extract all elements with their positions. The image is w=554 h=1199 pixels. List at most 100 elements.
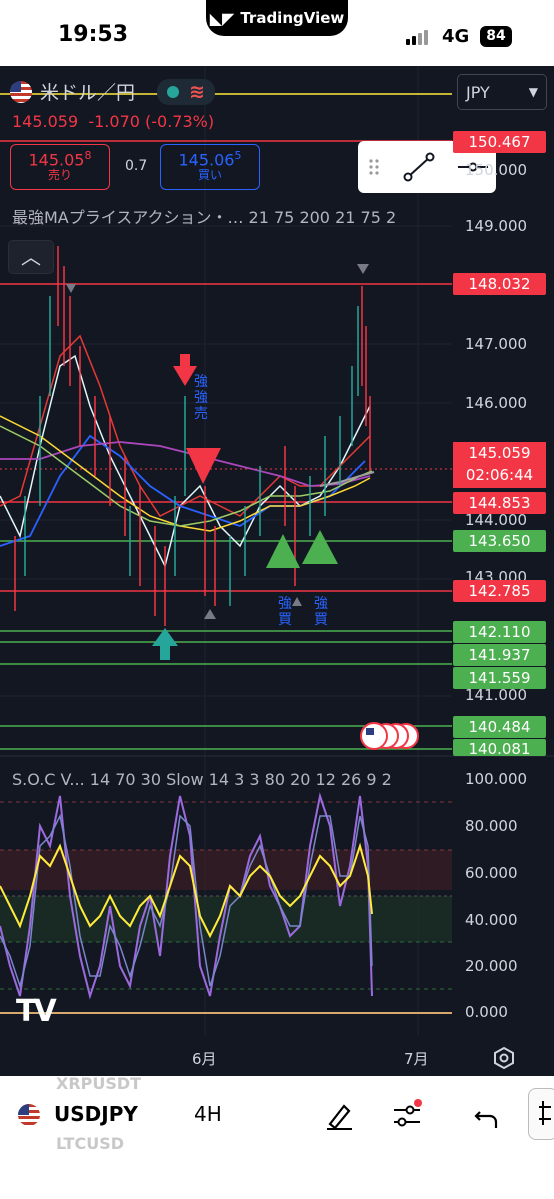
event-flags[interactable] <box>360 722 419 750</box>
annot-char: 買 <box>278 612 292 628</box>
bottom-toolbar: XRPUSDT LTCUSD USDJPY 4H <box>0 1074 554 1199</box>
us-flag-icon <box>18 1104 40 1126</box>
osc-axis-tick: 60.000 <box>465 864 518 882</box>
x-axis-july: 7月 <box>404 1050 429 1068</box>
chevron-down-icon: ▼ <box>528 85 538 99</box>
axis-tick: 141.000 <box>465 686 528 704</box>
osc-axis-tick: 100.000 <box>465 770 528 788</box>
buy-signal-marker-1 <box>266 534 300 568</box>
sell-label: 売り <box>47 167 72 182</box>
status-bar: 19:53 ◣◤ TradingView 4G 84 <box>0 0 554 66</box>
indicator-legend-ma[interactable]: 最強MAプライスアクション・… 21 75 200 21 75 2 <box>12 208 397 227</box>
buy-price-sup: 5 <box>234 149 242 162</box>
market-status-pill[interactable]: ≋ <box>157 78 215 105</box>
symbol-selector[interactable]: USDJPY <box>54 1102 138 1126</box>
sell-signal-marker <box>186 448 221 484</box>
last-price-text: 145.059 <box>12 112 79 131</box>
axis-tick: 150.000 <box>465 161 528 179</box>
last-price-value: 145.059 <box>468 444 531 462</box>
price-label-150467: 150.467 <box>453 131 546 153</box>
annot-char: 売 <box>194 406 208 422</box>
price-label-142110: 142.110 <box>453 621 546 643</box>
ma-green <box>0 425 373 527</box>
chart-settings-icon[interactable] <box>492 1046 516 1070</box>
price-label-148032: 148.032 <box>453 273 546 295</box>
horizontal-line-icon[interactable] <box>458 162 488 172</box>
price-label-144853: 144.853 <box>453 492 546 514</box>
trend-line-icon[interactable] <box>403 152 435 182</box>
ma-grey <box>319 471 375 487</box>
axis-tick: 149.000 <box>465 217 528 235</box>
sell-button[interactable]: 145.058 売り <box>10 144 110 190</box>
chart-canvas[interactable] <box>0 66 554 1076</box>
axis-tick: 147.000 <box>465 335 528 353</box>
battery-level: 84 <box>480 26 512 47</box>
currency-selector[interactable]: JPY ▼ <box>457 74 547 110</box>
dynamic-island: ◣◤ TradingView <box>206 0 348 36</box>
chart-area[interactable]: 米ドル／円 ≋ 145.059 -1.070 (-0.73%) 145.058 … <box>0 66 554 1076</box>
up-arrow-marker <box>152 628 178 646</box>
price-label-143650: 143.650 <box>453 530 546 552</box>
bar-countdown: 02:06:44 <box>465 466 534 484</box>
undo-icon[interactable] <box>472 1098 502 1132</box>
osc-axis-tick: 80.000 <box>465 817 518 835</box>
buy-button[interactable]: 145.065 買い <box>160 144 260 190</box>
up-arrow-stem <box>160 646 170 660</box>
candlesticks[interactable] <box>14 246 371 626</box>
ma-yellow <box>0 415 371 532</box>
annot-char: 強 <box>194 374 208 390</box>
annot-char: 強 <box>194 390 208 406</box>
annot-char: 買 <box>314 612 328 628</box>
axis-tick: 146.000 <box>465 394 528 412</box>
currency-label: JPY <box>466 82 490 102</box>
us-flag-icon <box>10 80 32 103</box>
osc-axis-tick: 40.000 <box>465 911 518 929</box>
strong-buy-annotation-1: 強 買 <box>277 596 293 628</box>
ghost-symbol-top: XRPUSDT <box>56 1074 142 1093</box>
osc-axis-tick: 20.000 <box>465 957 518 975</box>
bottom-grey-marker-1 <box>204 609 216 619</box>
ghost-symbol-bottom: LTCUSD <box>56 1134 124 1153</box>
stoch-d-line <box>0 813 373 989</box>
price-label-140081: 140.081 <box>453 739 546 756</box>
buy-label: 買い <box>197 167 222 182</box>
last-price-label: 145.059 02:06:44 <box>453 442 546 488</box>
x-axis-june: 6月 <box>192 1050 217 1068</box>
osc-lower-bands <box>0 941 452 990</box>
market-open-dot-icon <box>167 85 180 98</box>
top-grey-marker-1 <box>66 284 76 293</box>
bottom-grey-marker-2 <box>292 597 302 606</box>
price-label-141937: 141.937 <box>453 644 546 666</box>
tradingview-watermark-icon: TV <box>16 994 57 1029</box>
sell-price: 145.05 <box>28 150 85 170</box>
status-time: 19:53 <box>58 22 129 47</box>
symbol-header[interactable]: 米ドル／円 ≋ <box>10 78 215 105</box>
buy-price: 145.06 <box>178 150 235 170</box>
price-change: 145.059 -1.070 (-0.73%) <box>12 112 214 131</box>
indicator-legend-oscillator[interactable]: S.O.C V... 14 70 30 Slow 14 3 3 80 20 12… <box>12 770 392 789</box>
annot-char: 強 <box>314 596 328 612</box>
app-label: TradingView <box>240 9 345 27</box>
spread-value: 0.7 <box>125 158 148 174</box>
strong-buy-annotation-2: 強 買 <box>313 596 329 628</box>
more-tools-button[interactable] <box>528 1088 554 1140</box>
down-arrow-marker <box>173 366 197 386</box>
rsi-yellow-line <box>0 842 373 939</box>
overbought-zone <box>0 850 452 890</box>
down-arrow-stem <box>180 354 190 368</box>
buy-signal-marker-2 <box>302 530 338 564</box>
indicators-settings-icon[interactable] <box>390 1098 426 1132</box>
collapse-legend-button[interactable]: ︿ <box>8 240 54 274</box>
network-type: 4G <box>442 26 470 47</box>
signal-icon <box>406 30 428 45</box>
axis-tick: 144.000 <box>465 511 528 529</box>
drag-handle-icon[interactable] <box>369 159 379 175</box>
annot-char: 強 <box>278 596 292 612</box>
sell-price-sup: 8 <box>84 149 92 162</box>
price-label-141559: 141.559 <box>453 667 546 689</box>
drawing-pen-icon[interactable] <box>322 1098 356 1132</box>
price-label-140484: 140.484 <box>453 716 546 738</box>
symbol-name[interactable]: 米ドル／円 <box>40 82 136 104</box>
timeframe-selector[interactable]: 4H <box>194 1102 222 1126</box>
top-grey-marker-2 <box>357 264 369 274</box>
